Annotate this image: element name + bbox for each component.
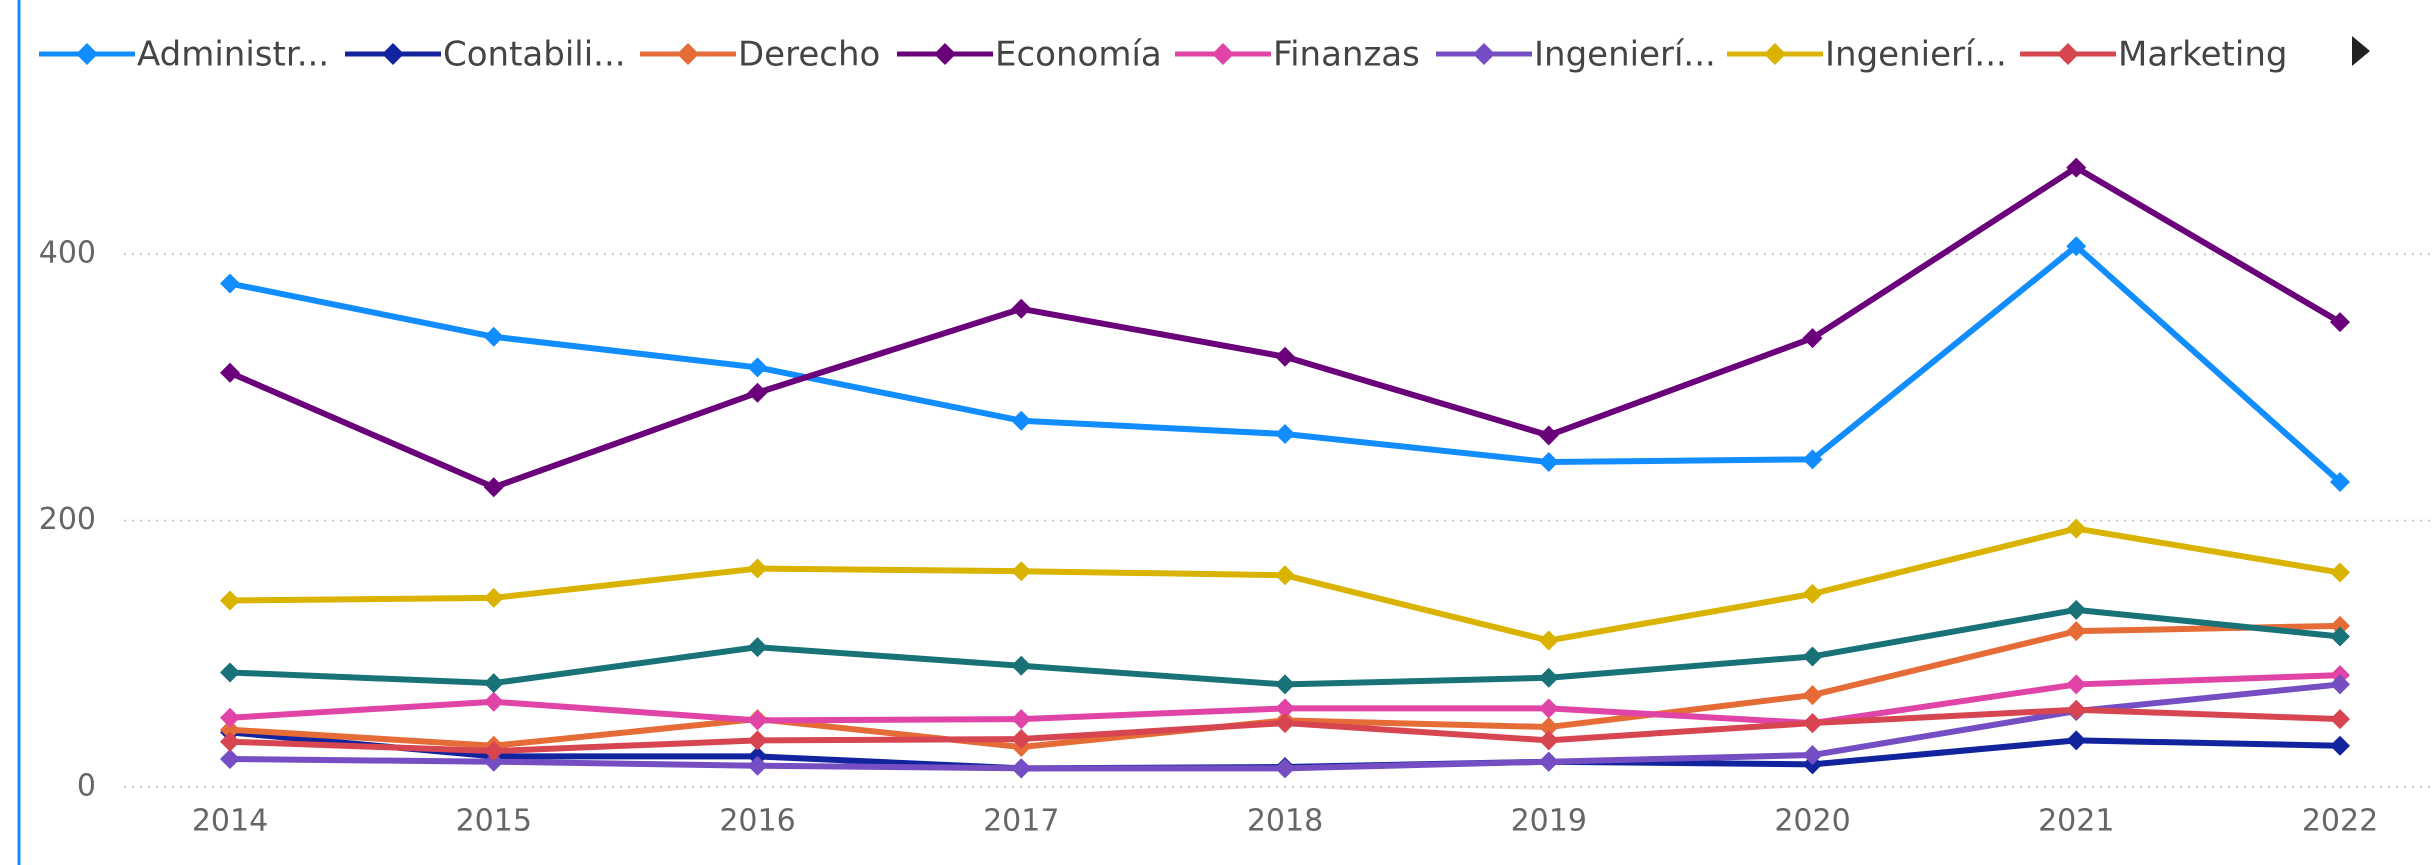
data-point [1275, 424, 1295, 445]
data-point [2330, 562, 2350, 583]
data-point [1802, 583, 1823, 604]
data-point [1802, 449, 1823, 470]
data-point [2330, 312, 2350, 333]
legend-label: Economía [995, 35, 1162, 75]
data-point [1011, 729, 1032, 750]
data-point [483, 751, 504, 772]
x-tick-label: 2014 [192, 804, 268, 839]
data-point [483, 587, 504, 608]
data-point [2330, 471, 2350, 492]
data-point [1275, 758, 1295, 779]
data-point [2066, 599, 2087, 620]
data-point [483, 326, 504, 347]
legend-label: Contabili... [443, 35, 626, 75]
data-point [2330, 626, 2350, 647]
data-point [1275, 565, 1295, 586]
data-point [747, 357, 768, 378]
legend-label: Administr... [137, 35, 329, 75]
data-point [2066, 699, 2087, 720]
legend-next-arrow[interactable] [2352, 36, 2370, 66]
data-point [1538, 730, 1559, 751]
data-point [1802, 685, 1823, 706]
data-point [2066, 518, 2087, 539]
data-point [1538, 751, 1559, 772]
data-point [1538, 667, 1559, 688]
data-point [747, 558, 768, 579]
x-tick-label: 2015 [456, 804, 532, 839]
data-point [1011, 561, 1032, 582]
data-point [1802, 646, 1823, 667]
y-tick-label: 0 [77, 769, 96, 804]
data-point [2066, 674, 2087, 695]
data-point [1538, 630, 1559, 651]
legend-label: Derecho [738, 35, 880, 75]
data-point [483, 477, 504, 498]
data-point [747, 755, 768, 776]
y-tick-label: 400 [39, 236, 96, 271]
data-point [1538, 451, 1559, 472]
legend-marker [2057, 43, 2079, 65]
data-point [220, 273, 240, 294]
x-tick-label: 2017 [983, 804, 1059, 839]
data-point [1275, 346, 1295, 367]
data-point [483, 673, 504, 694]
data-point [2330, 709, 2350, 730]
data-point [1802, 328, 1823, 349]
data-point [1275, 713, 1295, 734]
legend-marker [934, 43, 956, 65]
data-point [1538, 698, 1559, 719]
data-point [1011, 655, 1032, 676]
legend-marker [1212, 43, 1234, 65]
legend-label: Ingenierí... [1825, 35, 2007, 75]
x-tick-label: 2019 [1511, 804, 1587, 839]
data-point [1538, 717, 1559, 738]
x-tick-label: 2018 [1247, 804, 1323, 839]
legend-marker [1764, 43, 1786, 65]
data-point [747, 637, 768, 658]
data-point [1802, 745, 1823, 766]
data-point [2330, 735, 2350, 756]
data-point [220, 590, 240, 611]
data-point [1011, 758, 1032, 779]
data-point [1011, 298, 1032, 319]
data-point [220, 662, 240, 683]
data-point [2066, 236, 2087, 257]
data-point [220, 707, 240, 728]
data-point [220, 362, 240, 383]
data-point [220, 731, 240, 752]
x-tick-label: 2016 [719, 804, 795, 839]
y-tick-label: 200 [39, 502, 96, 537]
data-point [2330, 674, 2350, 695]
data-point [483, 691, 504, 712]
legend-marker [1473, 43, 1495, 65]
data-point [1011, 709, 1032, 730]
x-tick-label: 2021 [2038, 804, 2114, 839]
x-tick-label: 2020 [1774, 804, 1850, 839]
data-point [2066, 621, 2087, 642]
legend-marker [677, 43, 699, 65]
legend-marker [382, 43, 404, 65]
data-point [220, 719, 240, 740]
legend-label: Ingenierí... [1534, 35, 1716, 75]
data-point [1011, 410, 1032, 431]
data-point [1275, 674, 1295, 695]
data-point [2066, 730, 2087, 751]
data-point [1538, 425, 1559, 446]
data-point [747, 710, 768, 731]
data-point [220, 749, 240, 770]
data-point [747, 730, 768, 751]
data-point [747, 382, 768, 403]
x-tick-label: 2022 [2302, 804, 2378, 839]
data-point [1275, 698, 1295, 719]
data-point [2330, 615, 2350, 636]
data-point [483, 741, 504, 762]
data-point [1802, 713, 1823, 734]
legend-label: Finanzas [1273, 35, 1420, 75]
legend-label: Marketing [2118, 35, 2287, 75]
series-line [229, 606, 2341, 688]
data-point [2066, 157, 2087, 178]
legend-marker [76, 43, 98, 65]
